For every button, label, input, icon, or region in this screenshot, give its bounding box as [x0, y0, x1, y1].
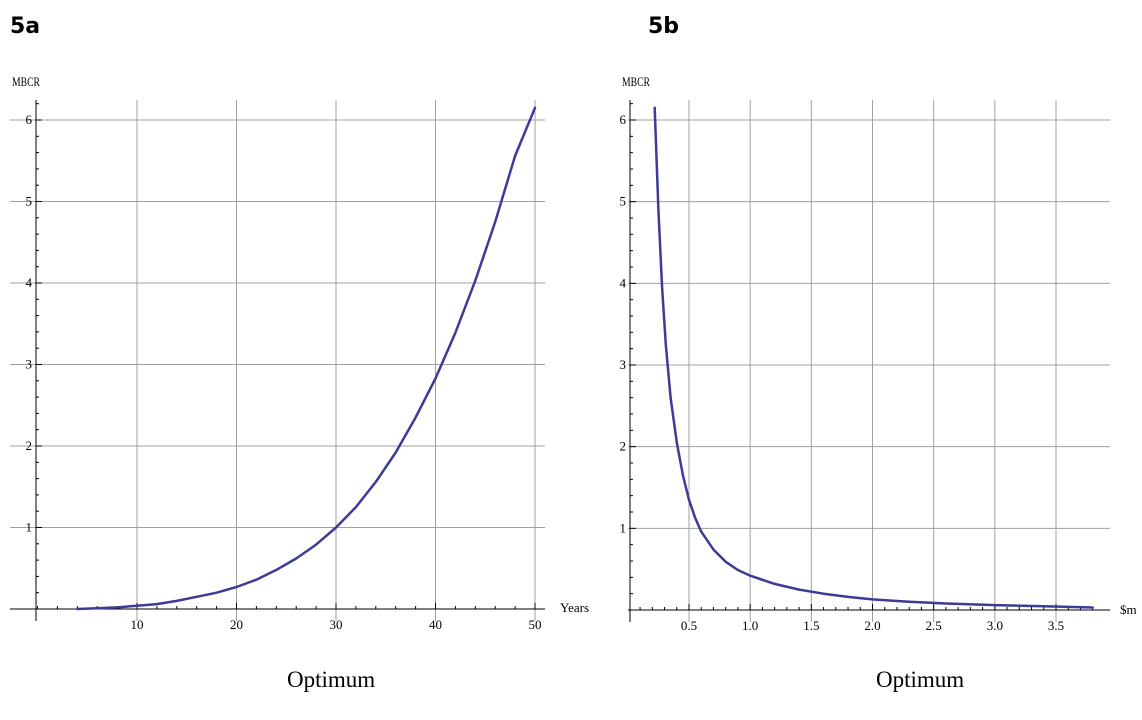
- y-tick-label: 6: [26, 112, 33, 127]
- x-axis-title: Years: [560, 600, 589, 615]
- x-tick-label: 3.5: [1048, 618, 1064, 633]
- x-tick-label: 30: [330, 617, 343, 632]
- x-tick-label: 2.5: [926, 618, 942, 633]
- y-tick-label: 5: [620, 194, 627, 209]
- x-tick-label: 3.0: [987, 618, 1003, 633]
- y-tick-label: 6: [620, 112, 627, 127]
- panel-b-label: 5b: [648, 14, 680, 39]
- series-line: [76, 106, 537, 611]
- y-tick-label: 3: [620, 357, 627, 372]
- y-axis-title: MBCR: [622, 74, 650, 89]
- x-tick-label: 20: [230, 617, 243, 632]
- panel-a-label: 5a: [10, 14, 41, 39]
- panel-a-caption: Optimum: [287, 667, 376, 692]
- y-tick-label: 4: [620, 275, 627, 290]
- y-tick-label: 3: [26, 357, 33, 372]
- x-tick-label: 50: [529, 617, 542, 632]
- y-tick-label: 1: [620, 520, 627, 535]
- y-tick-label: 4: [26, 275, 33, 290]
- x-tick-label: 0.5: [681, 618, 697, 633]
- x-tick-label: 2.0: [864, 618, 880, 633]
- y-tick-label: 5: [26, 194, 33, 209]
- y-tick-label: 2: [620, 439, 627, 454]
- panel-b-caption: Optimum: [876, 667, 965, 692]
- x-axis-title: $m: [1120, 602, 1137, 617]
- y-axis-title: MBCR: [12, 74, 40, 89]
- x-tick-label: 40: [429, 617, 442, 632]
- x-tick-label: 1.5: [803, 618, 819, 633]
- series-line: [653, 106, 1094, 609]
- y-tick-label: 2: [26, 438, 33, 453]
- x-tick-label: 10: [131, 617, 144, 632]
- y-tick-label: 1: [26, 520, 33, 535]
- x-tick-label: 1.0: [742, 618, 758, 633]
